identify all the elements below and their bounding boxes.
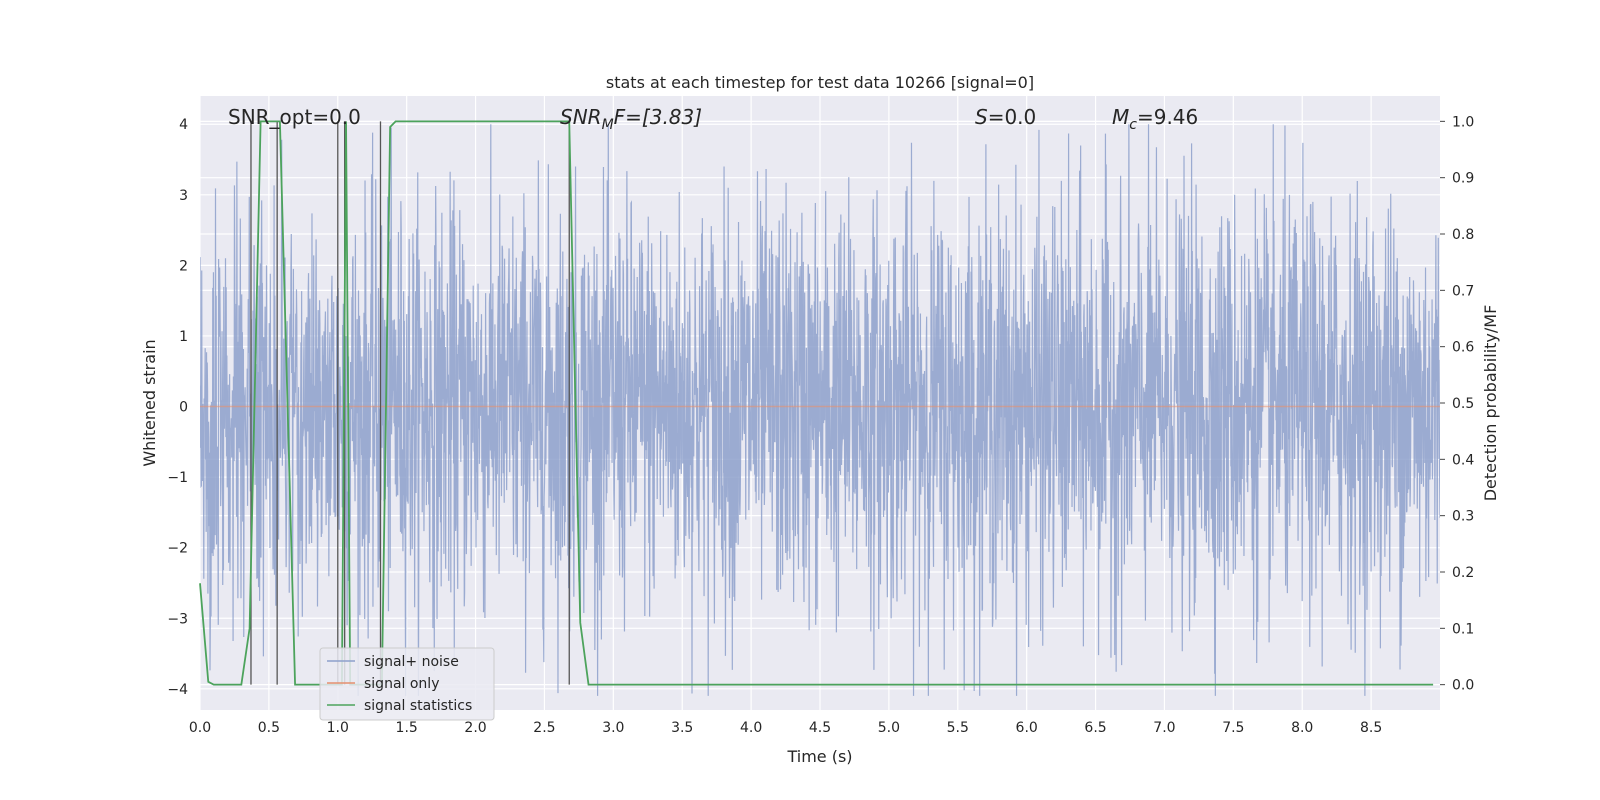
y-tick-label: 2 [179,258,188,274]
y2-tick-label: 0.5 [1452,396,1474,412]
legend-label-stats: signal statistics [364,698,472,714]
y2-tick-label: 0.6 [1452,340,1474,356]
noise-trace [200,124,1440,696]
x-axis-label: Time (s) [786,747,852,766]
y2-tick-label: 0.8 [1452,227,1474,243]
annotation-snr-opt: SNR_opt=0.0 [228,105,361,129]
chart-title: stats at each timestep for test data 102… [606,73,1034,92]
x-tick-label: 4.0 [740,720,762,736]
legend-label-signal: signal only [364,676,439,692]
y2-tick-label: 1.0 [1452,114,1474,130]
y-axis-ticks: 4 3 2 1 0 −1 −2 −3 −4 [167,117,188,698]
x-tick-label: 4.5 [809,720,831,736]
x-axis-ticks: 0.0 0.5 1.0 1.5 2.0 2.5 3.0 3.5 4.0 4.5 5.0 5.5 6.0 6… [189,720,1382,736]
y2-tick-label: 0.9 [1452,171,1474,187]
signal-statistics-series [199,120,1434,686]
y2-tick-label: 0.1 [1452,621,1474,637]
x-tick-label: 1.5 [396,720,418,736]
signal-noise-series [200,124,1440,696]
x-tick-label: 7.5 [1222,720,1244,736]
x-tick-label: 5.0 [878,720,900,736]
x-tick-label: 0.0 [189,720,211,736]
x-tick-label: 1.0 [327,720,349,736]
y-tick-label: −4 [167,682,188,698]
legend-label-noise: signal+ noise [364,654,459,670]
annotation-mc: Mc=9.46 [1112,105,1198,133]
y2-tick-label: 0.3 [1452,509,1474,525]
legend-box [319,647,495,721]
annotation-snr-mf: SNRMF=[3.83] [560,105,702,133]
x-tick-label: 2.5 [533,720,555,736]
x-tick-label: 3.0 [602,720,624,736]
x-tick-label: 8.5 [1360,720,1382,736]
y-axis-label: Whitened strain [140,339,159,466]
x-tick-label: 5.5 [947,720,969,736]
y-tick-label: 3 [179,188,188,204]
x-tick-label: 8.0 [1291,720,1313,736]
y-tick-label: −1 [167,470,188,486]
y2-axis-ticks: 1.0 0.9 0.8 0.7 0.6 0.5 0.4 0.3 0.2 0.1 0.0 [1440,114,1474,694]
annotation-s: S=0.0 [975,105,1036,129]
x-tick-label: 3.5 [671,720,693,736]
legend: signal+ noise signal only signal statist… [319,647,495,721]
x-tick-label: 6.0 [1016,720,1038,736]
x-tick-label: 2.0 [464,720,486,736]
y-tick-label: −2 [167,541,188,557]
y2-tick-label: 0.7 [1452,283,1474,299]
x-tick-label: 0.5 [258,720,280,736]
y2-tick-label: 0.4 [1452,452,1474,468]
y-tick-label: 0 [179,400,188,416]
y-tick-label: −3 [167,611,188,627]
y2-tick-label: 0.0 [1452,678,1474,694]
y2-axis-label: Detection probability/MF [1481,305,1500,502]
y-tick-label: 4 [179,117,188,133]
stats-trace [199,120,1434,686]
x-tick-label: 7.0 [1153,720,1175,736]
x-tick-label: 6.5 [1084,720,1106,736]
y2-tick-label: 0.2 [1452,565,1474,581]
y-tick-label: 1 [179,329,188,345]
